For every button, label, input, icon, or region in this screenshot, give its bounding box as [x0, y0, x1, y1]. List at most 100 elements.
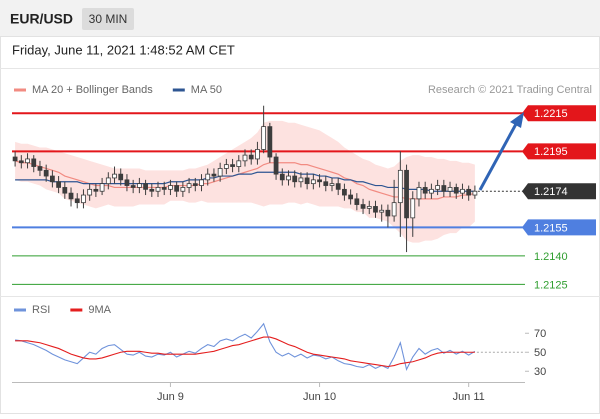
- candle-body: [49, 175, 55, 183]
- level-label: 1.2140: [534, 251, 568, 263]
- level-label: 1.2174: [534, 186, 568, 198]
- candle-body: [186, 183, 192, 188]
- legend-label: MA 50: [191, 84, 222, 96]
- candle-body: [174, 185, 180, 192]
- candle-body: [292, 175, 298, 183]
- candle-body: [472, 190, 478, 196]
- candle-body: [217, 168, 223, 177]
- candle-body: [335, 183, 341, 190]
- candle-body: [118, 173, 124, 181]
- candle-body: [223, 164, 229, 169]
- candle-body: [354, 198, 360, 205]
- candle-body: [385, 209, 391, 217]
- candle-body: [37, 166, 43, 171]
- forecast-arrow: [478, 112, 524, 191]
- candle-body: [453, 187, 459, 194]
- candle-body: [242, 154, 248, 162]
- candle-body: [298, 177, 304, 183]
- candle-body: [441, 185, 447, 192]
- legend-label: MA 20 + Bollinger Bands: [32, 84, 153, 96]
- candle-body: [279, 173, 285, 181]
- candle-body: [273, 156, 279, 175]
- candle-body: [310, 179, 316, 185]
- x-tick-label: Jun 9: [157, 391, 184, 403]
- candle-body: [373, 206, 378, 213]
- candle-body: [192, 183, 198, 186]
- candle-body: [168, 185, 173, 190]
- candle-body: [329, 183, 335, 186]
- candle-body: [112, 173, 117, 179]
- candle-body: [81, 194, 86, 204]
- level-label-box: [522, 105, 596, 122]
- candle-body: [12, 156, 18, 162]
- candle-body: [391, 202, 397, 217]
- candle-body: [304, 177, 310, 185]
- candle-body: [366, 206, 372, 209]
- candle-body: [180, 187, 186, 192]
- candle-body: [466, 188, 472, 196]
- bollinger-band: [15, 120, 475, 243]
- candle-body: [31, 158, 37, 167]
- candle-body: [261, 126, 267, 150]
- level-label: 1.2125: [534, 279, 568, 291]
- candle-body: [18, 160, 24, 164]
- level-label: 1.2215: [534, 108, 568, 120]
- candle-body: [68, 192, 74, 200]
- candle-body: [25, 158, 30, 164]
- level-label-box: [522, 143, 596, 160]
- x-tick-label: Jun 10: [303, 391, 336, 403]
- candle-body: [99, 183, 105, 192]
- candle-body: [348, 194, 354, 200]
- y-tick-label: 30: [534, 366, 546, 378]
- arrow-shaft: [478, 123, 518, 191]
- level-label: 1.2195: [534, 146, 568, 158]
- candle-body: [87, 188, 93, 196]
- candle-body: [323, 181, 329, 186]
- candle-body: [379, 209, 385, 213]
- candle-body: [43, 169, 49, 177]
- candle-body: [422, 187, 428, 194]
- candle-body: [429, 188, 434, 194]
- candle-body: [404, 169, 409, 219]
- candle-body: [416, 187, 422, 200]
- credit: Research © 2021 Trading Central: [428, 84, 592, 96]
- candle-body: [130, 185, 136, 188]
- candle-body: [205, 173, 211, 181]
- level-label-box: [522, 219, 596, 236]
- interval-box: [82, 8, 134, 30]
- rsi-line: [15, 336, 475, 368]
- candle-body: [105, 177, 111, 185]
- y-tick-label: 70: [534, 328, 546, 340]
- candle-body: [136, 183, 142, 188]
- timestamp: Friday, June 11, 2021 1:48:52 AM CET: [12, 42, 235, 57]
- candle-body: [267, 126, 273, 158]
- legend-label: 9MA: [88, 304, 111, 316]
- candle-body: [447, 187, 453, 192]
- level-label: 1.2155: [534, 222, 568, 234]
- candle-body: [93, 188, 99, 192]
- candle-body: [230, 164, 235, 167]
- candle-body: [236, 160, 242, 167]
- candle-body: [161, 187, 167, 190]
- symbol: EUR/USD: [10, 11, 73, 27]
- candle-body: [56, 181, 61, 188]
- interval: 30 MIN: [89, 12, 128, 26]
- candle-body: [397, 169, 403, 204]
- rsi-line: [15, 322, 476, 371]
- candle-body: [62, 187, 68, 194]
- level-label-box: [522, 183, 596, 200]
- candle-body: [199, 179, 204, 186]
- candle-body: [317, 179, 322, 183]
- candle-body: [286, 175, 291, 181]
- y-tick-label: 50: [534, 347, 546, 359]
- candle-body: [149, 188, 155, 192]
- candle-body: [460, 188, 465, 194]
- legend-label: RSI: [32, 304, 50, 316]
- candle-body: [155, 187, 161, 192]
- x-tick-label: Jun 11: [453, 391, 485, 403]
- candle-body: [255, 149, 260, 160]
- candle-body: [74, 198, 80, 204]
- candle-body: [410, 198, 416, 219]
